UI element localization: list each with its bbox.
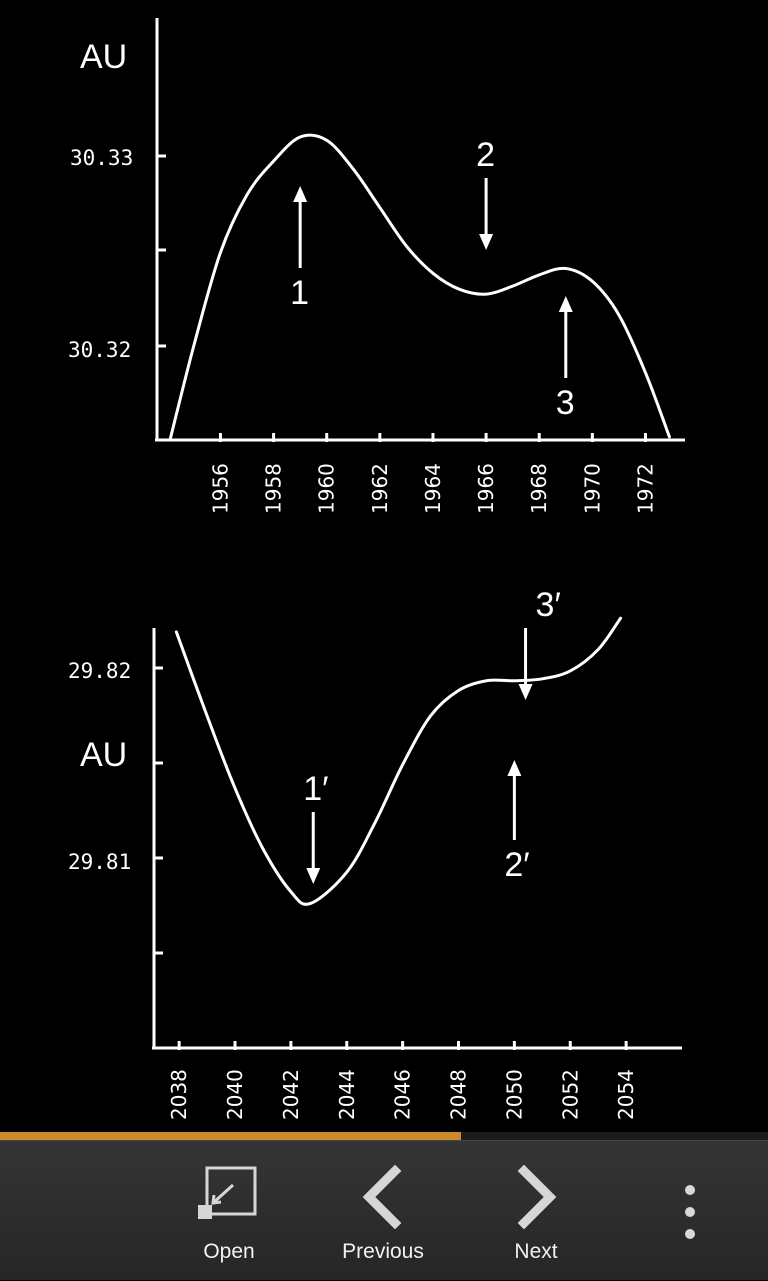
chevron-right-icon bbox=[517, 1165, 557, 1229]
annotation-label: 2′ bbox=[504, 846, 529, 884]
annotation-label: 1 bbox=[290, 274, 309, 312]
next-button[interactable]: Next bbox=[461, 1141, 611, 1281]
open-external-icon bbox=[198, 1166, 257, 1219]
annotation-label: 1′ bbox=[303, 770, 328, 808]
annotation-arrow: 3 bbox=[556, 296, 575, 422]
x-tick-label: 2042 bbox=[279, 1069, 303, 1120]
x-tick-label: 1962 bbox=[368, 463, 392, 514]
annotation-arrow: 3′ bbox=[518, 586, 561, 700]
overflow-menu-icon bbox=[685, 1229, 695, 1239]
annotation-arrow: 2′ bbox=[504, 760, 530, 884]
x-tick-label: 2048 bbox=[447, 1069, 471, 1120]
x-tick-label: 2040 bbox=[223, 1069, 247, 1120]
x-tick-label: 2052 bbox=[558, 1069, 582, 1120]
y-unit-label: AU bbox=[80, 736, 127, 774]
overflow-menu-button[interactable] bbox=[660, 1171, 720, 1251]
x-tick-label: 2054 bbox=[614, 1069, 638, 1120]
x-tick-label: 2044 bbox=[335, 1069, 359, 1120]
overflow-menu-icon bbox=[685, 1207, 695, 1217]
reading-progress-bar bbox=[0, 1132, 768, 1140]
x-tick-label: 1970 bbox=[580, 463, 604, 514]
annotation-arrow: 1 bbox=[290, 186, 309, 312]
open-label: Open bbox=[203, 1240, 255, 1263]
annotation-label: 3′ bbox=[536, 586, 561, 624]
x-tick-label: 2050 bbox=[502, 1069, 526, 1120]
y-tick-marks bbox=[154, 666, 163, 955]
previous-button[interactable]: Previous bbox=[308, 1141, 458, 1281]
chart-top: AU 30.33 30.32 1956 1958 1960 1962 1964 1966 1… bbox=[68, 18, 685, 514]
y-tick-label: 30.32 bbox=[68, 338, 131, 362]
figure-plots: AU 30.33 30.32 1956 1958 1960 1962 1964 1966 1… bbox=[68, 18, 685, 1120]
annotation-arrow: 2 bbox=[476, 136, 495, 250]
bottom-toolbar: Open Previous Next bbox=[0, 1140, 768, 1280]
y-tick-label: 30.33 bbox=[70, 146, 133, 170]
chevron-left-icon bbox=[362, 1165, 402, 1229]
previous-label: Previous bbox=[342, 1240, 424, 1263]
x-tick-label: 1960 bbox=[315, 463, 339, 514]
series-curve bbox=[174, 616, 623, 906]
x-tick-label: 1972 bbox=[633, 463, 657, 514]
annotation-label: 2 bbox=[476, 136, 495, 174]
next-label: Next bbox=[514, 1240, 558, 1263]
y-tick-label: 29.82 bbox=[68, 659, 131, 683]
y-tick-label: 29.81 bbox=[68, 850, 131, 874]
x-tick-label: 1968 bbox=[527, 463, 551, 514]
x-tick-label: 1956 bbox=[208, 463, 232, 514]
chart-bottom: AU 29.82 29.81 2038 2040 2042 2044 2046 2048 2… bbox=[68, 586, 682, 1120]
y-unit-label: AU bbox=[80, 38, 127, 76]
annotation-arrow: 1′ bbox=[303, 770, 329, 884]
x-tick-label: 2038 bbox=[167, 1069, 191, 1120]
open-button[interactable]: Open bbox=[154, 1141, 304, 1281]
reading-progress-fill bbox=[0, 1132, 461, 1140]
x-tick-label: 2046 bbox=[391, 1069, 415, 1120]
series-curve bbox=[168, 133, 671, 442]
document-page-viewer[interactable]: AU 30.33 30.32 1956 1958 1960 1962 1964 1966 1… bbox=[0, 0, 768, 1132]
x-tick-label: 1966 bbox=[474, 463, 498, 514]
overflow-menu-icon bbox=[685, 1185, 695, 1195]
x-tick-label: 1958 bbox=[262, 463, 286, 514]
annotation-label: 3 bbox=[556, 384, 575, 422]
x-tick-label: 1964 bbox=[421, 463, 445, 514]
y-tick-marks bbox=[157, 154, 166, 348]
